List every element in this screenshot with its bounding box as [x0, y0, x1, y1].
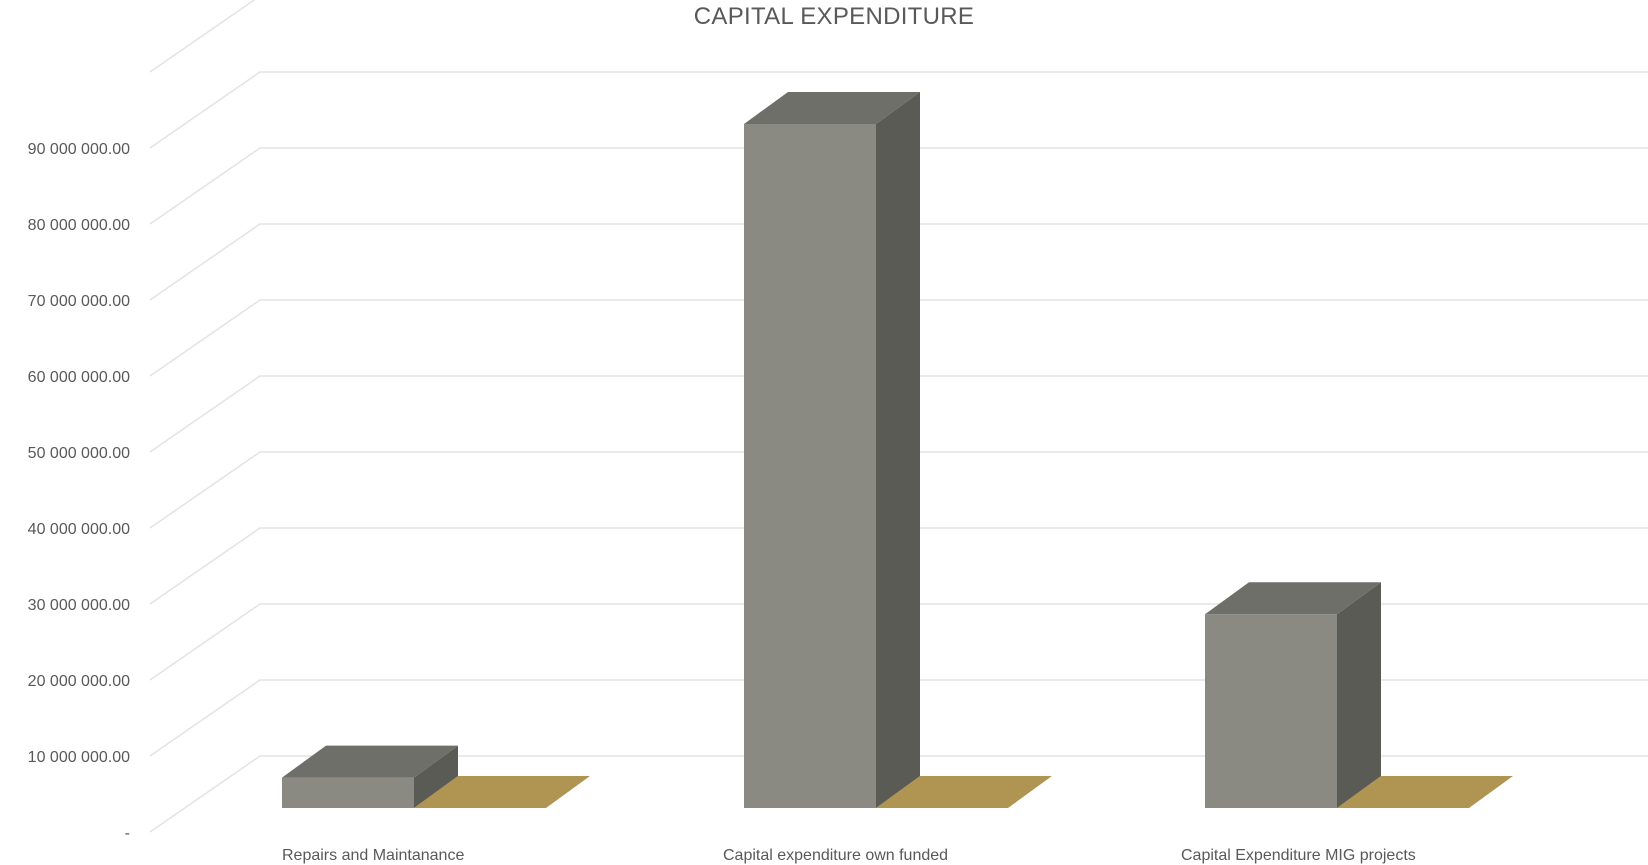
bar-top	[282, 745, 458, 778]
gridline	[149, 223, 1648, 301]
bar-floor	[414, 776, 590, 808]
chart-title: CAPITAL EXPENDITURE	[694, 3, 974, 30]
gridline	[149, 375, 1648, 453]
bars	[282, 92, 1513, 808]
gridlines	[149, 0, 1648, 833]
x-axis-labels: Repairs and Maintanance Capital expenditu…	[282, 847, 1416, 864]
bar-side	[1337, 582, 1381, 808]
gridline	[149, 299, 1648, 377]
bar	[282, 777, 414, 808]
y-tick-label: 80 000 000.00	[28, 217, 130, 234]
x-tick-label: Repairs and Maintanance	[282, 847, 464, 864]
bar-floor	[1337, 776, 1513, 808]
y-tick-label: 60 000 000.00	[28, 369, 130, 386]
y-tick-label: -	[125, 825, 130, 842]
bar-top	[1205, 582, 1381, 615]
bar	[744, 124, 876, 808]
y-tick-label: 40 000 000.00	[28, 521, 130, 538]
y-tick-label: 10 000 000.00	[28, 749, 130, 766]
bar-side	[414, 745, 458, 808]
x-tick-label: Capital Expenditure MIG projects	[1181, 847, 1416, 864]
gridline	[149, 679, 1648, 757]
y-tick-label: 30 000 000.00	[28, 597, 130, 614]
gridline	[149, 451, 1648, 529]
bar	[1205, 614, 1337, 808]
gridline	[149, 147, 1648, 225]
x-tick-label: Capital expenditure own funded	[723, 847, 948, 864]
bar-floor	[876, 776, 1052, 808]
y-tick-label: 70 000 000.00	[28, 293, 130, 310]
gridline	[149, 71, 1648, 149]
y-tick-label: 90 000 000.00	[28, 141, 130, 158]
y-axis-ticks: - 10 000 000.00 20 000 000.00 30 000 000.00…	[28, 141, 130, 842]
y-tick-label: 20 000 000.00	[28, 673, 130, 690]
gridline	[149, 0, 256, 73]
bar-side	[876, 92, 920, 808]
gridline	[149, 755, 1648, 833]
y-tick-label: 50 000 000.00	[28, 445, 130, 462]
gridline	[149, 527, 1648, 605]
gridline	[149, 603, 1648, 681]
bar-top	[744, 92, 920, 124]
